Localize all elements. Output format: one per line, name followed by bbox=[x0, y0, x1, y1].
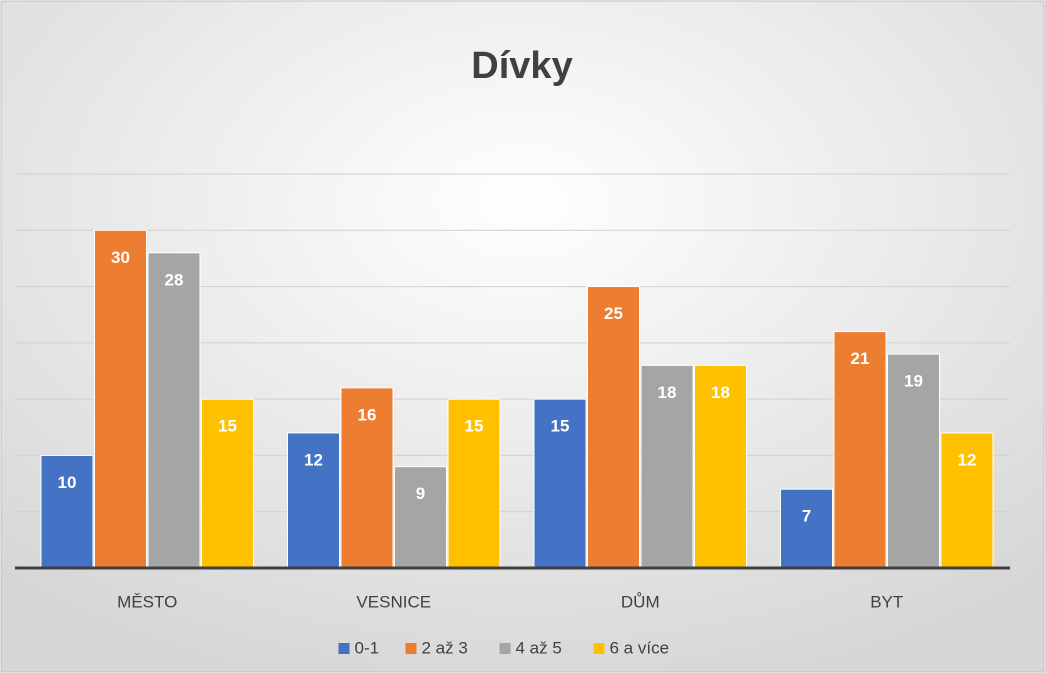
legend-label: 2 až 3 bbox=[422, 638, 468, 657]
data-label: 16 bbox=[358, 405, 377, 424]
legend-swatch bbox=[405, 643, 417, 654]
data-label: 30 bbox=[111, 248, 130, 267]
bar bbox=[447, 398, 501, 569]
legend-label: 4 až 5 bbox=[516, 638, 562, 657]
chart-title: Dívky bbox=[471, 45, 572, 87]
x-tick-label: MĚSTO bbox=[117, 592, 177, 611]
bar bbox=[587, 286, 640, 569]
bar bbox=[201, 398, 254, 569]
bar bbox=[394, 466, 447, 569]
data-label: 15 bbox=[218, 417, 237, 436]
data-label: 7 bbox=[802, 507, 811, 526]
data-label: 18 bbox=[658, 383, 677, 402]
x-tick-label: DŮM bbox=[621, 592, 660, 611]
bar bbox=[780, 488, 833, 569]
data-label: 28 bbox=[165, 270, 184, 289]
data-label: 18 bbox=[711, 383, 730, 402]
bar bbox=[533, 398, 587, 569]
bar bbox=[40, 454, 94, 569]
bar bbox=[147, 252, 201, 569]
x-tick-label: VESNICE bbox=[356, 592, 431, 611]
legend-label: 6 a více bbox=[610, 638, 670, 657]
data-label: 10 bbox=[58, 473, 77, 492]
x-tick-label: BYT bbox=[870, 592, 903, 611]
legend-swatch bbox=[338, 643, 350, 654]
bar bbox=[640, 364, 694, 569]
bar bbox=[940, 432, 994, 569]
data-label: 15 bbox=[465, 417, 484, 436]
bar bbox=[94, 229, 147, 569]
data-label: 15 bbox=[551, 417, 570, 436]
data-label: 12 bbox=[304, 450, 323, 469]
data-label: 21 bbox=[851, 349, 870, 368]
bar bbox=[340, 387, 394, 569]
bar bbox=[287, 432, 340, 569]
legend-swatch bbox=[499, 643, 511, 654]
legend-label: 0-1 bbox=[355, 638, 380, 657]
bar bbox=[833, 331, 887, 569]
data-label: 19 bbox=[904, 372, 923, 391]
data-label: 25 bbox=[604, 304, 623, 323]
bar bbox=[887, 353, 940, 569]
legend-swatch bbox=[593, 643, 605, 654]
data-label: 12 bbox=[958, 450, 977, 469]
data-label: 9 bbox=[416, 484, 425, 503]
